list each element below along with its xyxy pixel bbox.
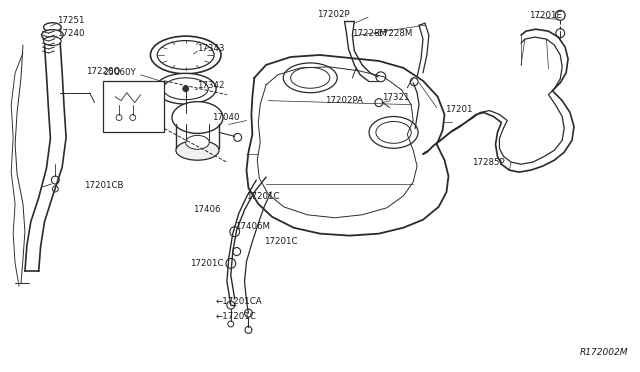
Ellipse shape — [42, 30, 63, 41]
Circle shape — [183, 86, 189, 92]
Ellipse shape — [44, 36, 61, 45]
Ellipse shape — [369, 116, 418, 148]
Text: 17406M: 17406M — [235, 222, 269, 231]
Ellipse shape — [44, 23, 61, 32]
Text: 17406: 17406 — [193, 205, 220, 214]
Ellipse shape — [284, 63, 337, 93]
Ellipse shape — [150, 36, 221, 74]
Ellipse shape — [172, 102, 223, 134]
Text: 17228M: 17228M — [353, 29, 387, 38]
Text: ←17201CA: ←17201CA — [215, 296, 262, 306]
Ellipse shape — [186, 135, 209, 149]
Text: 17201CB: 17201CB — [84, 182, 124, 190]
Ellipse shape — [291, 67, 330, 88]
Circle shape — [556, 10, 565, 20]
Text: ←17201C: ←17201C — [215, 311, 256, 321]
Text: 17201C: 17201C — [246, 192, 280, 201]
Text: 17040: 17040 — [212, 113, 240, 122]
Ellipse shape — [163, 78, 208, 100]
Text: 17201: 17201 — [445, 105, 472, 114]
Circle shape — [228, 321, 234, 327]
Circle shape — [52, 186, 58, 192]
Text: 17321: 17321 — [382, 93, 410, 102]
Text: 17201C: 17201C — [264, 237, 298, 246]
Text: –17228M: –17228M — [374, 29, 413, 38]
Circle shape — [51, 176, 60, 184]
Ellipse shape — [376, 122, 412, 143]
Circle shape — [226, 259, 236, 268]
Text: 17240: 17240 — [57, 29, 84, 38]
FancyBboxPatch shape — [103, 81, 164, 132]
Circle shape — [233, 247, 241, 256]
Text: 17201C: 17201C — [189, 259, 223, 268]
Circle shape — [227, 301, 235, 309]
Text: 17342: 17342 — [198, 81, 225, 90]
Ellipse shape — [157, 41, 214, 69]
Text: R172002M: R172002M — [580, 348, 628, 357]
Circle shape — [244, 309, 252, 317]
Circle shape — [410, 78, 418, 86]
Text: 17251: 17251 — [57, 16, 84, 25]
Circle shape — [116, 115, 122, 121]
Circle shape — [375, 99, 383, 107]
Ellipse shape — [176, 140, 219, 160]
Circle shape — [556, 29, 564, 38]
Text: 17202PA: 17202PA — [325, 96, 363, 105]
Circle shape — [234, 134, 241, 141]
Text: 25060Y: 25060Y — [103, 68, 136, 77]
Ellipse shape — [156, 73, 216, 104]
Text: 17201E: 17201E — [529, 11, 562, 20]
Circle shape — [130, 115, 136, 121]
Text: 17343: 17343 — [198, 44, 225, 52]
Circle shape — [230, 227, 239, 237]
Text: 17285P: 17285P — [472, 158, 504, 167]
Circle shape — [376, 72, 386, 82]
Text: 17202P: 17202P — [317, 10, 349, 19]
Text: 17220Q: 17220Q — [86, 67, 120, 76]
Circle shape — [245, 327, 252, 333]
